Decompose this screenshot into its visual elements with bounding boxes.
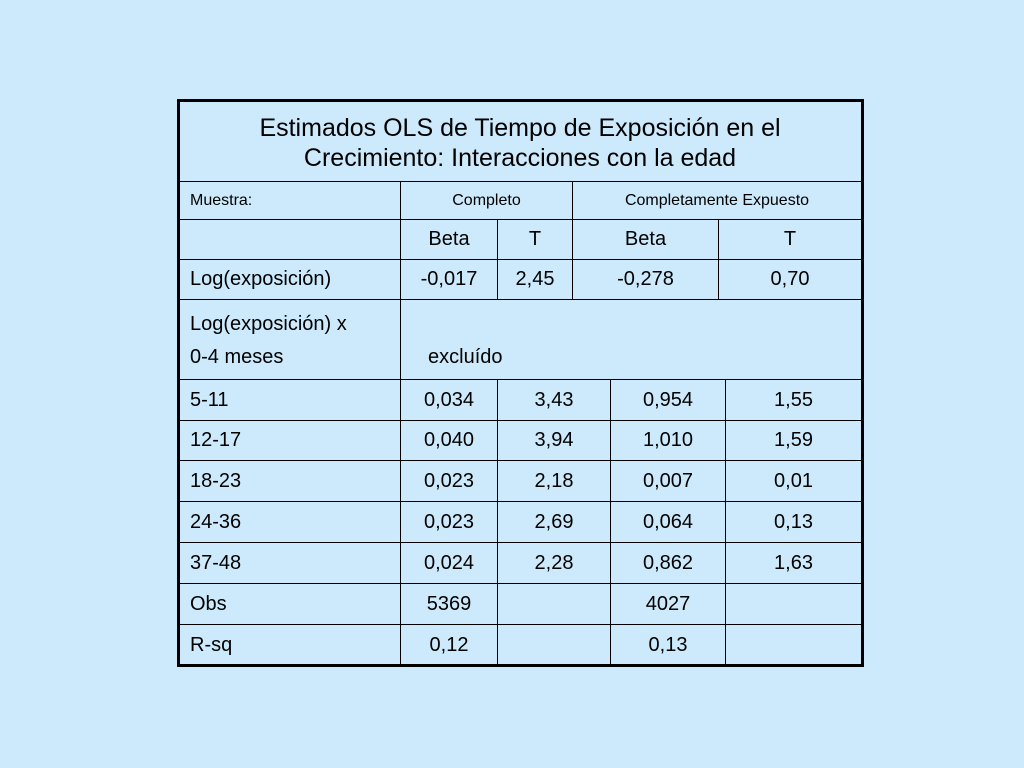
value-cell: 4027 bbox=[610, 583, 726, 625]
group-header: Completo bbox=[400, 181, 573, 220]
value-cell: 0,024 bbox=[400, 542, 498, 584]
value-cell: 1,59 bbox=[725, 420, 862, 461]
title-line: Estimados OLS de Tiempo de Exposición en… bbox=[259, 114, 781, 142]
value-cell: 0,12 bbox=[400, 624, 498, 666]
value-cell: 0,01 bbox=[725, 460, 862, 502]
value-cell: 1,010 bbox=[610, 420, 726, 461]
value-cell: 0,064 bbox=[610, 501, 726, 543]
value-cell: 3,94 bbox=[497, 420, 611, 461]
value-cell: 0,023 bbox=[400, 501, 498, 543]
interaction-label: Log(exposición) x bbox=[190, 313, 347, 335]
row-label: 24-36 bbox=[179, 501, 401, 543]
value-cell: 0,023 bbox=[400, 460, 498, 502]
empty-cell bbox=[179, 219, 401, 260]
row-label: R-sq bbox=[179, 624, 401, 666]
value-cell bbox=[725, 583, 862, 625]
value-cell: 0,040 bbox=[400, 420, 498, 461]
column-header: Beta bbox=[400, 219, 498, 260]
value-cell: 0,13 bbox=[610, 624, 726, 666]
value-cell: 5369 bbox=[400, 583, 498, 625]
row-label: Log(exposición) bbox=[179, 259, 401, 300]
value-cell: 2,45 bbox=[497, 259, 573, 300]
row-label: Obs bbox=[179, 583, 401, 625]
row-label: 12-17 bbox=[179, 420, 401, 461]
row-label: 37-48 bbox=[179, 542, 401, 584]
row-label: 18-23 bbox=[179, 460, 401, 502]
value-cell bbox=[725, 624, 862, 666]
value-cell: -0,278 bbox=[572, 259, 719, 300]
column-header: Beta bbox=[572, 219, 719, 260]
value-cell: 0,954 bbox=[610, 379, 726, 421]
value-cell: 0,034 bbox=[400, 379, 498, 421]
value-cell: 2,69 bbox=[497, 501, 611, 543]
column-header: T bbox=[718, 219, 862, 260]
value-cell: 2,28 bbox=[497, 542, 611, 584]
value-cell bbox=[497, 624, 611, 666]
title-line: Crecimiento: Interacciones con la edad bbox=[303, 144, 737, 172]
interaction-note: excluído bbox=[428, 346, 503, 368]
interaction-label: 0-4 meses bbox=[190, 346, 284, 368]
value-cell: 2,18 bbox=[497, 460, 611, 502]
value-cell: 0,007 bbox=[610, 460, 726, 502]
value-cell: 3,43 bbox=[497, 379, 611, 421]
value-cell: 0,70 bbox=[718, 259, 862, 300]
value-cell: 0,13 bbox=[725, 501, 862, 543]
column-header: T bbox=[497, 219, 573, 260]
value-cell bbox=[497, 583, 611, 625]
group-header: Completamente Expuesto bbox=[572, 181, 862, 220]
value-cell: 1,63 bbox=[725, 542, 862, 584]
value-cell: -0,017 bbox=[400, 259, 498, 300]
sample-label: Muestra: bbox=[179, 181, 401, 220]
value-cell: 0,862 bbox=[610, 542, 726, 584]
row-label: 5-11 bbox=[179, 379, 401, 421]
value-cell: 1,55 bbox=[725, 379, 862, 421]
